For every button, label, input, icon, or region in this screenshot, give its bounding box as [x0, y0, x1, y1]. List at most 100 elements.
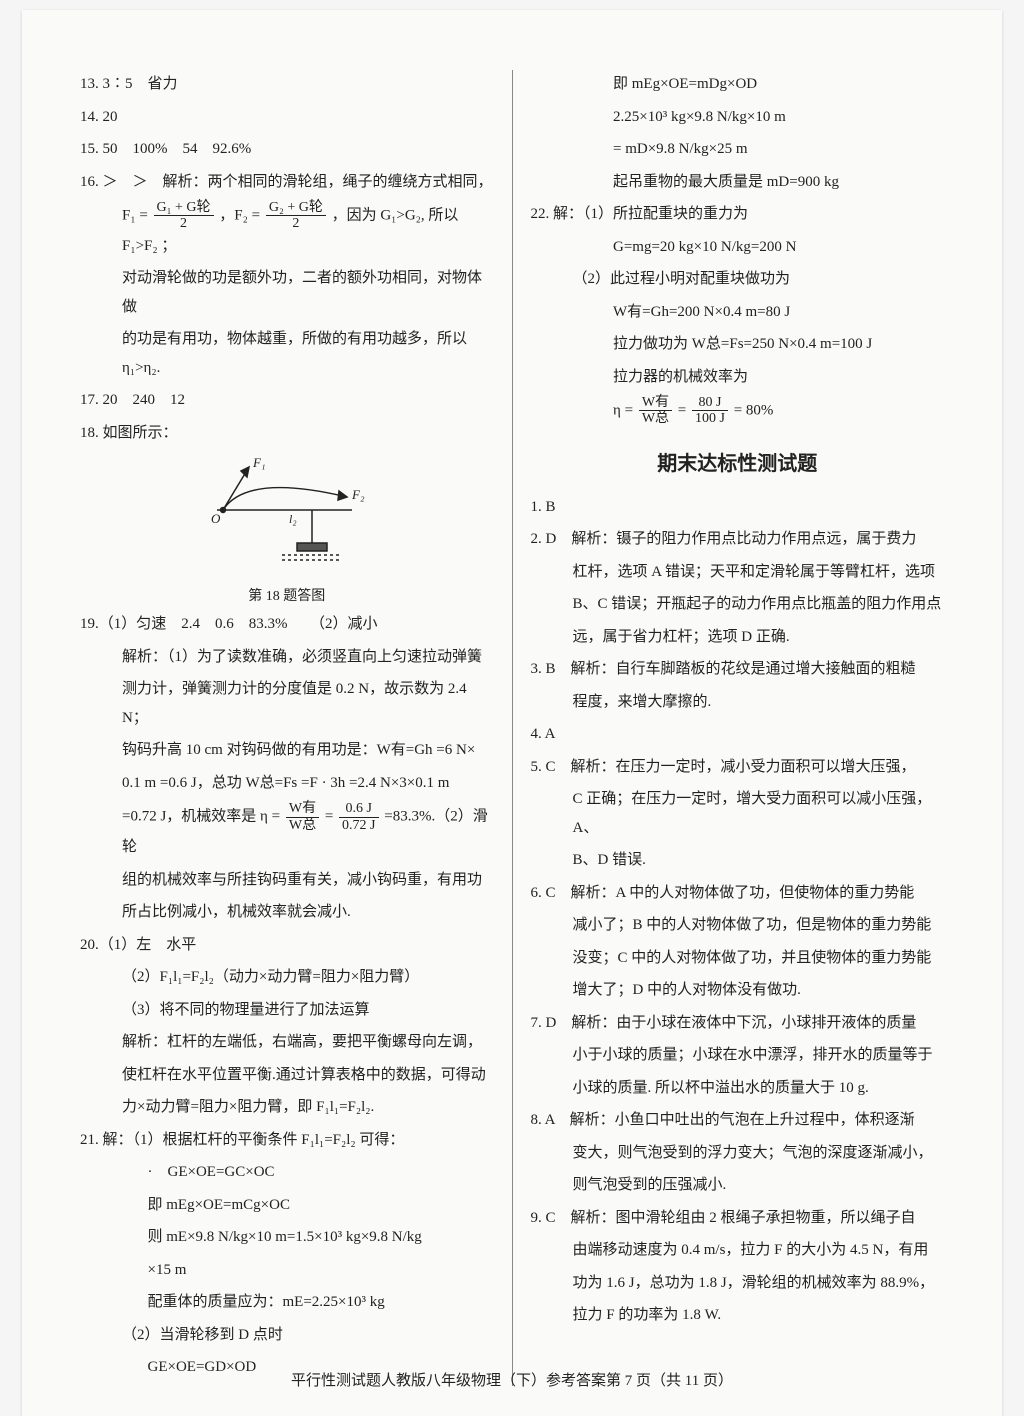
a2-a: 2. D 解析：镊子的阻力作用点比动力作用点远，属于费力	[531, 525, 945, 554]
page: 13. 3∶5 省力 14. 20 15. 50 100% 54 92.6% 1…	[22, 10, 1002, 1416]
frac-num: G₁ + G轮	[154, 200, 214, 216]
a5-c: B、D 错误.	[531, 846, 945, 875]
a9-a: 9. C 解析：图中滑轮组由 2 根绳子承担物重，所以绳子自	[531, 1204, 945, 1233]
a6-c: 没变；C 中的人对物体做了功，并且使物体的重力势能	[531, 944, 945, 973]
frac-num: 80 J	[692, 395, 728, 411]
q16-line3: 的功是有用功，物体越重，所做的有用功越多，所以 η₁>η₂.	[80, 325, 494, 382]
fig18: F₁ F₂ O l₂	[80, 455, 494, 576]
a6-d: 增大了；D 中的人对物体没有做功.	[531, 976, 945, 1005]
a7-a: 7. D 解析：由于小球在液体中下沉，小球排开液体的质量	[531, 1009, 945, 1038]
frac: 80 J 100 J	[692, 395, 728, 427]
q19-line7: 组的机械效率与所挂钩码重有关，减小钩码重，有用功	[80, 866, 494, 895]
q20-line2: （2）F₁l₁=F₂l₂（动力×动力臂=阻力×阻力臂）	[80, 963, 494, 992]
a9-d: 拉力 F 的功率为 1.8 W.	[531, 1301, 945, 1330]
frac-f1: G₁ + G轮 2	[154, 200, 214, 232]
r22-a: 22. 解：（1）所拉配重块的重力为	[531, 200, 945, 229]
q16-line1: 16. ＞ ＞ 解析：两个相同的滑轮组，绳子的缠绕方式相同，	[80, 168, 494, 197]
right-column: 即 mEg×OE=mDg×OD 2.25×10³ kg×9.8 N/kg×10 …	[513, 70, 963, 1386]
q21-line7: （2）当滑轮移到 D 点时	[80, 1321, 494, 1350]
q21-line6: 配重体的质量应为：mE=2.25×10³ kg	[80, 1288, 494, 1317]
a5-b: C 正确；在压力一定时，增大受力面积可以减小压强，A、	[531, 785, 945, 842]
q16-eq: F₁ = G₁ + G轮 2 ，F₂ = G₂ + G轮 2 ，因为 G₁>G₂…	[80, 200, 494, 260]
r21-k: = mD×9.8 N/kg×25 m	[531, 135, 945, 164]
svg-text:l₂: l₂	[289, 512, 297, 526]
eq-mid: =	[678, 402, 690, 418]
a3-a: 3. B 解析：自行车脚踏板的花纹是通过增大接触面的粗糙	[531, 655, 945, 684]
frac-num: W有	[286, 801, 319, 817]
frac-den: 0.72 J	[339, 818, 378, 833]
frac: W有 W总	[286, 801, 319, 833]
r22-e: 拉力做功为 W总=Fs=250 N×0.4 m=100 J	[531, 330, 945, 359]
q20-line4: 解析：杠杆的左端低，右端高，要把平衡螺母向左调，	[80, 1028, 494, 1057]
q19-line6: =0.72 J，机械效率是 η = W有 W总 = 0.6 J 0.72 J =…	[80, 801, 494, 861]
frac: W有 W总	[639, 395, 672, 427]
a9-b: 由端移动速度为 0.4 m/s，拉力 F 的大小为 4.5 N，有用	[531, 1236, 945, 1265]
q19-line3: 测力计，弹簧测力计的分度值是 0.2 N，故示数为 2.4 N；	[80, 675, 494, 732]
columns: 13. 3∶5 省力 14. 20 15. 50 100% 54 92.6% 1…	[62, 70, 962, 1386]
a4: 4. A	[531, 720, 945, 749]
r21-i: 即 mEg×OE=mDg×OD	[531, 70, 945, 99]
q19-line4: 钩码升高 10 cm 对钩码做的有用功是：W有=Gh =6 N×	[80, 736, 494, 765]
q21-line3: 即 mEg×OE=mCg×OC	[80, 1191, 494, 1220]
svg-text:F₂: F₂	[351, 487, 365, 502]
q19-line8: 所占比例减小，机械效率就会减小.	[80, 898, 494, 927]
q21-line1: 21. 解：（1）根据杠杆的平衡条件 F₁l₁=F₂l₂ 可得：	[80, 1126, 494, 1155]
q21-line5: ×15 m	[80, 1256, 494, 1285]
eq-pre: =0.72 J，机械效率是 η =	[122, 809, 284, 825]
a7-c: 小球的质量. 所以杯中溢出水的质量大于 10 g.	[531, 1074, 945, 1103]
a3-b: 程度，来增大摩擦的.	[531, 688, 945, 717]
a2-c: B、C 错误；开瓶起子的动力作用点比瓶盖的阻力作用点	[531, 590, 945, 619]
frac-den: W总	[639, 411, 672, 426]
q20-line3: （3）将不同的物理量进行了加法运算	[80, 996, 494, 1025]
left-column: 13. 3∶5 省力 14. 20 15. 50 100% 54 92.6% 1…	[62, 70, 513, 1386]
r22-d: W有=Gh=200 N×0.4 m=80 J	[531, 298, 945, 327]
q17: 17. 20 240 12	[80, 386, 494, 415]
q18: 18. 如图所示：	[80, 419, 494, 448]
q16-line2: 对动滑轮做的功是额外功，二者的额外功相同，对物体做	[80, 264, 494, 321]
a2-d: 远，属于省力杠杆；选项 D 正确.	[531, 623, 945, 652]
q19-line2: 解析：（1）为了读数准确，必须竖直向上匀速拉动弹簧	[80, 643, 494, 672]
a7-b: 小于小球的质量；小球在水中漂浮，排开水的质量等于	[531, 1041, 945, 1070]
q20-line6: 力×动力臂=阻力×阻力臂，即 F₁l₁=F₂l₂.	[80, 1093, 494, 1122]
a1: 1. B	[531, 493, 945, 522]
a8-a: 8. A 解析：小鱼口中吐出的气泡在上升过程中，体积逐渐	[531, 1106, 945, 1135]
frac-den: 2	[154, 216, 214, 231]
a9-c: 功为 1.6 J，总功为 1.8 J，滑轮组的机械效率为 88.9%，	[531, 1269, 945, 1298]
eq-pre: η =	[613, 402, 637, 418]
frac-den: W总	[286, 818, 319, 833]
frac-num: G₂ + G轮	[266, 200, 326, 216]
svg-text:F₁: F₁	[252, 455, 265, 470]
section-title: 期末达标性测试题	[531, 445, 945, 483]
q15: 15. 50 100% 54 92.6%	[80, 135, 494, 164]
a6-a: 6. C 解析：A 中的人对物体做了功，但使物体的重力势能	[531, 879, 945, 908]
frac: 0.6 J 0.72 J	[339, 801, 378, 833]
frac-num: W有	[639, 395, 672, 411]
frac-den: 2	[266, 216, 326, 231]
fig18-caption: 第 18 题答图	[80, 584, 494, 611]
q13: 13. 3∶5 省力	[80, 70, 494, 99]
r22-g: η = W有 W总 = 80 J 100 J = 80%	[531, 395, 945, 427]
r22-f: 拉力器的机械效率为	[531, 363, 945, 392]
eq-post: = 80%	[734, 402, 774, 418]
r22-b: G=mg=20 kg×10 N/kg=200 N	[531, 233, 945, 262]
q21-line4: 则 mE×9.8 N/kg×10 m=1.5×10³ kg×9.8 N/kg	[80, 1223, 494, 1252]
q19-line1: 19.（1）匀速 2.4 0.6 83.3% （2）减小	[80, 610, 494, 639]
r21-j: 2.25×10³ kg×9.8 N/kg×10 m	[531, 103, 945, 132]
frac-num: 0.6 J	[339, 801, 378, 817]
r22-c: （2）此过程小明对配重块做功为	[531, 265, 945, 294]
a8-b: 变大，则气泡受到的浮力变大；气泡的深度逐渐减小，	[531, 1139, 945, 1168]
q21-line2: · GE×OE=GC×OC	[80, 1158, 494, 1187]
a6-b: 减小了；B 中的人对物体做了功，但是物体的重力势能	[531, 911, 945, 940]
a8-c: 则气泡受到的压强减小.	[531, 1171, 945, 1200]
q19-line5: 0.1 m =0.6 J，总功 W总=Fs =F · 3h =2.4 N×3×0…	[80, 769, 494, 798]
a5-a: 5. C 解析：在压力一定时，减小受力面积可以增大压强，	[531, 753, 945, 782]
r21-l: 起吊重物的最大质量是 mD=900 kg	[531, 168, 945, 197]
svg-text:O: O	[211, 511, 221, 526]
frac-den: 100 J	[692, 411, 728, 426]
eq-pre: F₁ =	[122, 207, 152, 223]
eq-mid: =	[325, 809, 337, 825]
a2-b: 杠杆，选项 A 错误；天平和定滑轮属于等臂杠杆，选项	[531, 558, 945, 587]
frac-f2: G₂ + G轮 2	[266, 200, 326, 232]
q14: 14. 20	[80, 103, 494, 132]
page-footer: 平行性测试题人教版八年级物理（下）参考答案第 7 页（共 11 页）	[22, 1367, 1002, 1396]
